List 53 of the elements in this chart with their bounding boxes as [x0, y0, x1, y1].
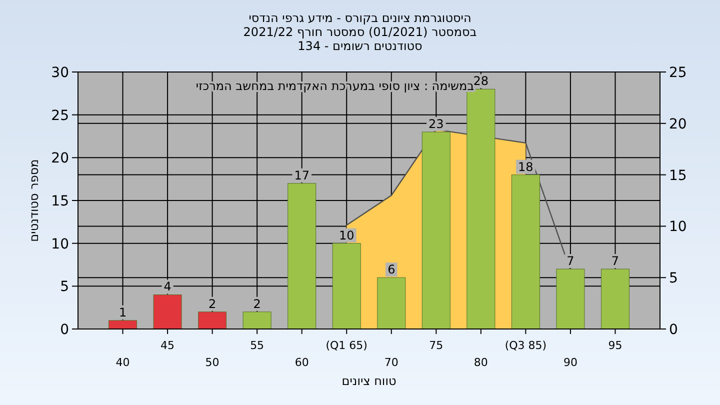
x-tick-label: (Q3 85) — [504, 339, 547, 352]
x-tick-label: 50 — [205, 356, 220, 369]
y-tick-label: 10 — [51, 236, 69, 252]
y2-tick-label: 10 — [669, 219, 687, 236]
x-tick-label: 80 — [474, 356, 488, 369]
x-tick-label: 70 — [384, 356, 398, 369]
y-tick-label: 30 — [51, 65, 69, 81]
x-tick-label: 40 — [116, 356, 130, 369]
data-label: 10 — [338, 228, 354, 242]
data-label: 2 — [253, 296, 261, 311]
x-tick-label: 75 — [429, 339, 444, 352]
data-label: 7 — [611, 254, 620, 268]
data-label: 23 — [428, 116, 444, 131]
x-tick-label: 95 — [608, 339, 622, 352]
y-axis-title: מספר סטודנטים — [27, 159, 41, 242]
x-tick-label: 45 — [160, 339, 175, 352]
data-label: 28 — [473, 74, 489, 88]
bar — [377, 277, 406, 330]
bar — [511, 174, 540, 330]
x-tick-label: 90 — [563, 356, 578, 369]
y-tick-label: 20 — [51, 150, 69, 167]
y-tick-label: 25 — [51, 108, 69, 124]
bar — [422, 132, 450, 330]
data-label: 4 — [164, 280, 172, 294]
y2-tick-label: 20 — [669, 116, 687, 132]
x-tick-label: (Q1 65) — [326, 339, 368, 352]
data-label: 18 — [518, 160, 534, 174]
y-tick-label: 5 — [60, 279, 69, 296]
bar — [242, 312, 272, 330]
data-label: 17 — [294, 168, 310, 182]
data-label: 1 — [118, 305, 127, 320]
bar — [288, 183, 316, 330]
y2-tick-label: 0 — [669, 322, 678, 338]
y2-tick-label: 25 — [669, 65, 687, 81]
bar — [466, 88, 496, 330]
x-axis-title: טווח ציונים — [342, 374, 396, 388]
chart-title: היסטוגרמת ציונים בקורס - מידע גרפי הנדסי — [248, 11, 472, 25]
chart-subtitle: בסמסטר (01/2021) סמסטר חורף 2021/22 סטודנטים רשומים - 134 — [243, 25, 477, 53]
data-label: 2 — [208, 296, 216, 311]
y2-tick-label: 5 — [669, 270, 678, 287]
data-label: 6 — [388, 262, 396, 277]
x-tick-label: 55 — [250, 339, 264, 352]
y-tick-label: 0 — [60, 322, 69, 338]
y-tick-label: 15 — [51, 194, 69, 210]
bar — [556, 268, 585, 330]
bar — [198, 312, 227, 330]
bar — [153, 294, 182, 330]
bar — [108, 320, 138, 330]
y2-tick-label: 15 — [669, 168, 687, 184]
bar — [332, 243, 361, 330]
data-label: 7 — [566, 254, 574, 268]
x-tick-label: 60 — [294, 356, 309, 369]
bar — [600, 268, 630, 330]
